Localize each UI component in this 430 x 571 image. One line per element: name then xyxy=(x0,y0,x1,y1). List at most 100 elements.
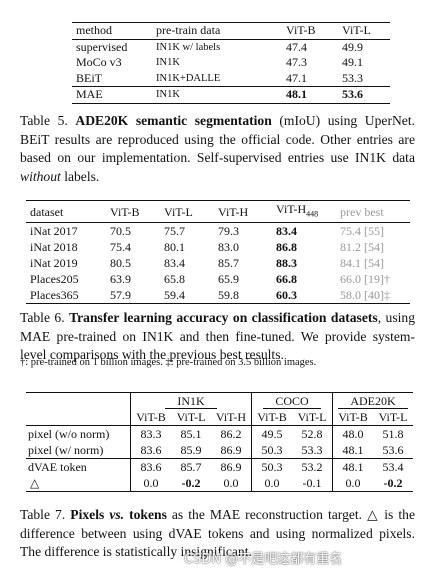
cell: 52.8 xyxy=(301,427,323,441)
table-row: iNat 2018 75.4 80.1 83.0 86.8 81.2 [54] xyxy=(26,239,410,255)
cell: BEiT xyxy=(76,70,102,85)
table-row: pixel (w/o norm) 83.3 85.1 86.2 49.5 52.… xyxy=(26,425,413,442)
cell: 0.0 xyxy=(211,475,252,492)
caption-title-a: Pixels xyxy=(70,507,110,522)
cell: pixel (w/o norm) xyxy=(28,427,110,441)
table-6-caption: Table 6. Transfer learning accuracy on c… xyxy=(20,309,415,365)
cell: 80.1 xyxy=(164,240,185,255)
header-cell: ViT-H448 xyxy=(276,199,340,224)
cell: IN1K w/ labels xyxy=(156,41,221,53)
cell: 66.0 [19]† xyxy=(340,272,390,287)
caption-label: Table 5. xyxy=(20,113,68,128)
cell: 83.6 xyxy=(130,458,171,475)
cell: 59.4 xyxy=(164,287,218,305)
group-label: IN1K xyxy=(165,394,217,409)
caption-label: Table 6. xyxy=(20,310,65,325)
cell: Places205 xyxy=(30,272,79,287)
header-cell: ViT-L xyxy=(373,409,413,426)
header-cell: ViT-L xyxy=(292,409,333,426)
cell: 49.1 xyxy=(342,55,363,69)
empty-cell xyxy=(26,409,131,426)
cell: 65.9 xyxy=(218,272,239,287)
cell: 75.4 [55] xyxy=(340,224,384,239)
cell: 86.8 xyxy=(276,240,297,255)
cell: 51.8 xyxy=(382,427,404,441)
cell: 53.6 xyxy=(382,443,404,457)
cell: Places365 xyxy=(26,287,110,305)
cell: 48.1 xyxy=(286,86,342,104)
cell: 88.3 xyxy=(276,256,297,271)
cell: IN1K+DALLE xyxy=(156,72,221,84)
cell: 83.4 xyxy=(276,224,297,239)
table-row: △ 0.0 -0.2 0.0 0.0 -0.1 0.0 -0.2 xyxy=(26,475,413,492)
table-row: pixel (w/ norm) 83.6 85.9 86.9 50.3 53.3… xyxy=(26,442,413,459)
cell: 48.1 xyxy=(332,458,373,475)
cell: 75.4 xyxy=(110,240,131,255)
table-header-row: dataset ViT-B ViT-L ViT-H ViT-H448 prev … xyxy=(26,199,410,224)
cell: 60.3 xyxy=(276,287,340,305)
cell: 53.3 xyxy=(342,70,363,85)
header-cell: ViT-B xyxy=(110,199,164,224)
group-header: ADE20K xyxy=(332,392,413,409)
table-header-row: method pre-train data ViT-B ViT-L xyxy=(72,22,390,40)
header-cell: prev best xyxy=(340,199,410,224)
cell: -0.2 xyxy=(171,475,211,492)
table-7: IN1K COCO ADE20K ViT-B ViT-L ViT-H ViT-B… xyxy=(26,392,413,492)
cell: 49.5 xyxy=(251,425,292,442)
table-row: supervised IN1K w/ labels 47.4 49.9 xyxy=(72,39,390,55)
group-label: ADE20K xyxy=(338,394,408,409)
table-row: Places365 57.9 59.4 59.8 60.3 58.0 [40]‡ xyxy=(26,287,410,305)
caption-label: Table 7. xyxy=(20,507,66,522)
group-label: COCO xyxy=(263,394,321,409)
cell: △ xyxy=(26,475,131,492)
cell: 83.0 xyxy=(218,240,239,255)
table-row: BEiT IN1K+DALLE 47.1 53.3 xyxy=(72,71,390,87)
cell: 80.5 xyxy=(110,256,131,271)
header-cell: ViT-L xyxy=(164,199,218,224)
cell: 79.3 xyxy=(218,224,239,239)
table-group-header-row: IN1K COCO ADE20K xyxy=(26,392,413,409)
cell: 53.2 xyxy=(292,458,333,475)
cell: MAE xyxy=(72,86,156,104)
caption-title-b: tokens xyxy=(124,507,167,522)
cell: dVAE token xyxy=(26,458,131,475)
table-7-caption: Table 7. Pixels vs. tokens as the MAE re… xyxy=(20,506,415,562)
cell: 83.4 xyxy=(164,256,185,271)
table-row: Places205 63.9 65.8 65.9 66.8 66.0 [19]† xyxy=(26,271,410,287)
cell: 47.1 xyxy=(286,70,307,85)
cell: 57.9 xyxy=(110,287,164,305)
header-cell: pre-train data xyxy=(156,22,286,40)
header-cell: ViT-B xyxy=(332,409,373,426)
cell: 84.1 [54] xyxy=(340,256,384,271)
cell: 85.9 xyxy=(180,443,202,457)
cell: 0.0 xyxy=(251,475,292,492)
cell: 83.3 xyxy=(130,425,171,442)
table-row: iNat 2019 80.5 83.4 85.7 88.3 84.1 [54] xyxy=(26,255,410,271)
caption-text: as the MAE reconstruction target. △ is t… xyxy=(20,507,415,559)
cell: MoCo v3 xyxy=(76,55,122,69)
cell: 86.9 xyxy=(220,443,242,457)
cell: -0.2 xyxy=(373,475,413,492)
cell: IN1K xyxy=(156,86,286,104)
cell: 48.0 xyxy=(332,425,373,442)
table-row: dVAE token 83.6 85.7 86.9 50.3 53.2 48.1… xyxy=(26,458,413,475)
header-cell: ViT-B xyxy=(286,22,342,40)
caption-tail: labels. xyxy=(60,168,100,184)
cell: 85.7 xyxy=(218,256,239,271)
cell: 65.8 xyxy=(164,272,185,287)
header-cell: ViT-L xyxy=(342,22,390,40)
header-cell: ViT-B xyxy=(130,409,171,426)
header-subscript: 448 xyxy=(306,209,319,219)
empty-cell xyxy=(26,392,131,409)
group-header: IN1K xyxy=(130,392,252,409)
cell: 0.0 xyxy=(332,475,373,492)
cell: 53.6 xyxy=(342,86,390,104)
header-cell: method xyxy=(72,22,156,40)
cell: 75.7 xyxy=(164,224,185,239)
table-row: MAE IN1K 48.1 53.6 xyxy=(72,86,390,104)
cell: 83.6 xyxy=(130,442,171,459)
cell: 0.0 xyxy=(130,475,171,492)
cell: 48.1 xyxy=(332,442,373,459)
cell: 81.2 [54] xyxy=(340,240,384,255)
cell: 58.0 [40]‡ xyxy=(340,287,410,305)
